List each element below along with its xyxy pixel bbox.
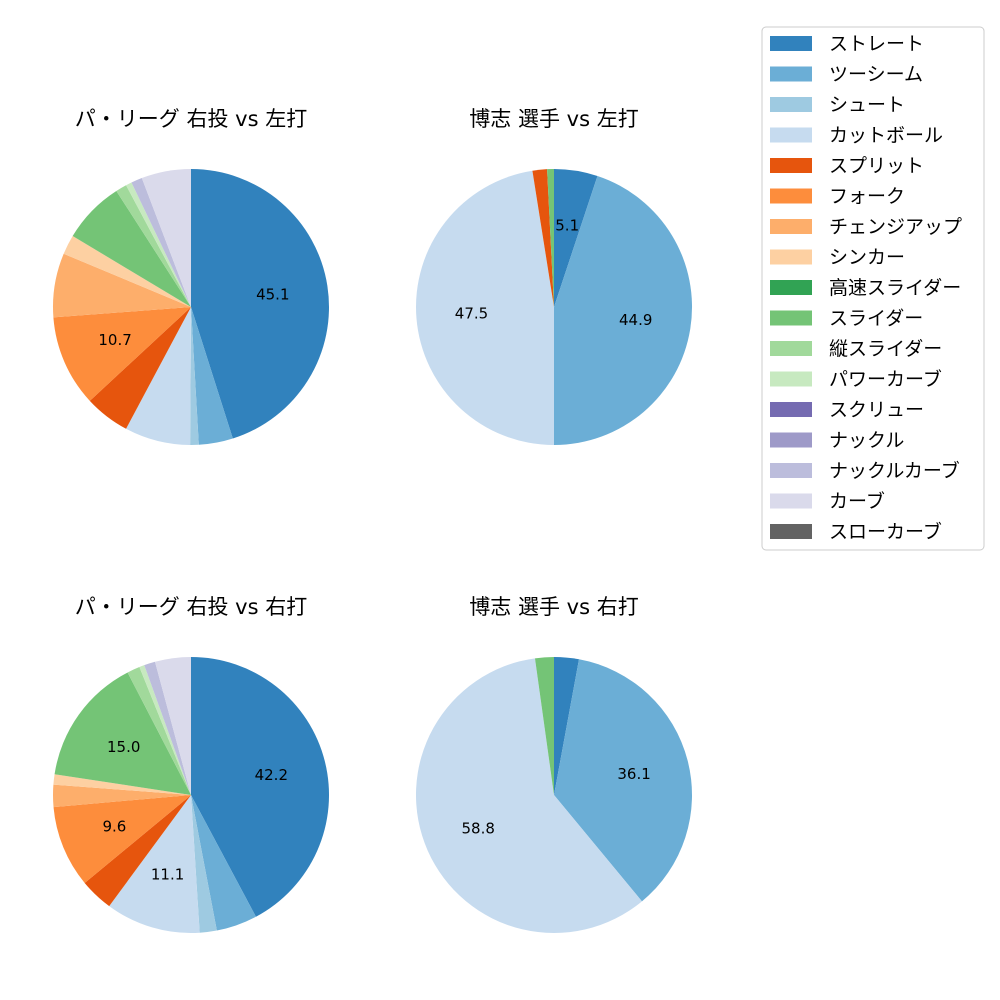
pie-slice-6 [53,795,191,883]
pie-slice-1 [191,657,330,917]
pie-chart-hiroshi-vs-right-batter: 博志 選手 vs 右打 36.1 58.8 [415,595,693,934]
pie-slice-15 [144,661,191,795]
pie-slice-10 [72,190,191,307]
pie-slice-4 [109,795,200,934]
legend-label-8: シンカー [829,247,905,269]
legend-swatch-7 [770,219,812,234]
chart-title: 博志 選手 vs 右打 [469,595,638,619]
legend-label-5: スプリット [829,155,924,177]
pie-slice-1 [554,657,580,795]
chart-title: 博志 選手 vs 左打 [469,107,638,131]
legend-label-4: カットボール [829,125,943,147]
pie-slice-4 [126,307,191,445]
pie-slice-5 [84,795,191,907]
slice-label: 42.2 [255,766,288,784]
legend-label-14: ナックル [829,430,904,452]
pie-slice-15 [131,178,191,307]
pie-slice-7 [52,784,191,808]
legend: ストレートツーシームシュートカットボールスプリットフォークチェンジアップシンカー… [761,26,985,551]
slice-label: 9.6 [102,817,126,835]
pie-slice-1 [191,169,329,439]
legend-swatch-16 [770,493,812,509]
pie-slice-2 [554,659,693,902]
slice-label: 10.7 [98,331,131,349]
legend-label-10: スライダー [829,308,923,330]
legend-swatch-4 [770,127,812,143]
pie-slice-10 [547,168,554,307]
legend-label-9: 高速スライダー [829,277,961,299]
pie-slice-12 [139,665,191,795]
legend-swatch-17 [770,524,812,539]
legend-label-17: スローカーブ [829,520,942,543]
legend-swatch-10 [770,310,812,326]
legend-label-12: パワーカーブ [829,368,942,391]
legend-swatch-2 [770,66,812,82]
legend-label-2: ツーシーム [829,64,923,86]
pie-chart-hiroshi-vs-left-batter: 博志 選手 vs 左打 5.1 44.9 47.5 [416,107,693,445]
legend-swatch-11 [770,341,812,356]
pie-slice-2 [554,176,693,445]
pie-slice-16 [155,657,191,795]
pie-slice-16 [141,169,191,307]
pie-slice-10 [54,672,191,795]
legend-label-3: シュート [829,94,905,116]
slice-label: 44.9 [619,311,652,329]
slice-label: 58.8 [461,819,494,837]
slice-label: 15.0 [107,738,140,756]
pie-slice-10 [534,657,554,795]
pie-slice-12 [126,182,191,307]
legend-swatch-1 [770,36,812,51]
legend-swatch-9 [770,280,812,295]
pie-slice-5 [89,307,191,429]
pie-slice-4 [416,170,554,445]
legend-label-16: カーブ [829,490,885,513]
pie-slice-11 [127,667,191,795]
pie-slice-5 [532,169,554,307]
pie-slice-2 [191,307,233,445]
slice-label: 5.1 [555,216,579,234]
slice-label: 36.1 [617,765,650,783]
pie-chart-right-pitcher-vs-right-batter: パ・リーグ 右投 vs 右打 42.2 11.1 9.6 15.0 [52,595,330,934]
legend-label-7: チェンジアップ [829,216,962,238]
slice-label: 47.5 [455,305,488,323]
pie-slice-6 [53,307,191,401]
chart-title: パ・リーグ 右投 vs 右打 [75,595,307,619]
legend-swatch-6 [770,188,812,204]
pie-slice-1 [554,168,598,307]
legend-swatch-13 [770,402,812,417]
pie-slice-7 [52,253,191,318]
legend-swatch-3 [770,97,812,112]
pie-slice-3 [190,307,199,446]
legend-swatch-5 [770,158,812,173]
legend-label-6: フォーク [829,186,905,208]
legend-label-13: スクリュー [829,399,924,421]
pie-slice-11 [116,185,191,307]
legend-label-1: ストレート [829,33,924,55]
slice-label: 11.1 [151,865,184,883]
legend-swatch-15 [770,463,812,478]
legend-frame [761,26,985,551]
pie-slice-8 [63,236,191,307]
pie-chart-right-pitcher-vs-left-batter: パ・リーグ 右投 vs 左打 45.1 10.7 [52,107,329,446]
slice-label: 45.1 [256,285,289,303]
legend-swatch-14 [770,432,812,448]
legend-label-11: 縦スライダー [829,338,942,360]
pie-slice-8 [53,774,191,795]
legend-swatch-8 [770,249,812,265]
legend-swatch-12 [770,371,812,387]
chart-title: パ・リーグ 右投 vs 左打 [75,107,307,131]
legend-label-15: ナックルカーブ [829,459,960,482]
pie-slice-3 [191,795,217,933]
pie-slice-4 [415,658,642,934]
pie-slice-2 [191,795,256,931]
